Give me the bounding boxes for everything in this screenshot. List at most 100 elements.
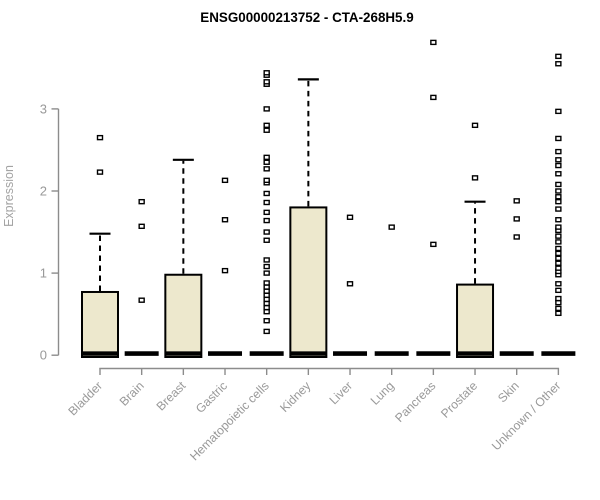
y-tick-label: 3 xyxy=(40,101,47,116)
outlier-point xyxy=(555,305,562,312)
outlier-point xyxy=(555,245,562,252)
median-line xyxy=(333,351,368,356)
x-tick-label-gastric: Gastric xyxy=(193,379,230,416)
outlier-point xyxy=(263,270,270,276)
outlier-point xyxy=(263,308,270,315)
iqr-box xyxy=(456,283,495,358)
x-tick-label-breast: Breast xyxy=(154,378,189,413)
outlier-point xyxy=(346,214,354,220)
outlier-point xyxy=(555,206,562,212)
median-line xyxy=(290,351,327,356)
x-tick-label-brain: Brain xyxy=(117,379,147,409)
iqr-box xyxy=(164,273,203,359)
outlier-point xyxy=(263,284,270,290)
outlier-point xyxy=(555,157,562,163)
outlier-point xyxy=(263,159,270,165)
outlier-point xyxy=(221,267,229,274)
outlier-point xyxy=(430,39,437,46)
x-tick-label-pancreas: Pancreas xyxy=(392,379,438,425)
box-group-prostate xyxy=(456,122,495,358)
outlier-point xyxy=(555,255,562,262)
outlier-point xyxy=(471,175,479,181)
outlier-point xyxy=(263,229,270,235)
outlier-point xyxy=(513,198,520,204)
outlier-point xyxy=(263,328,270,335)
outlier-point xyxy=(555,287,562,294)
outlier-point xyxy=(555,148,562,155)
box-group-pancreas xyxy=(416,39,451,356)
x-tick-label-lung: Lung xyxy=(368,379,397,408)
iqr-box xyxy=(289,206,328,358)
box-group-bladder xyxy=(81,134,119,358)
outlier-point xyxy=(388,224,395,230)
x-tick-label-prostate: Prostate xyxy=(438,379,480,421)
box-group-unknown-other xyxy=(541,53,576,356)
outlier-point xyxy=(263,166,270,172)
median-line xyxy=(416,351,451,356)
y-tick-label: 2 xyxy=(40,184,47,199)
outlier-point xyxy=(263,209,270,216)
outlier-point xyxy=(555,181,562,188)
y-axis-title: Expression xyxy=(2,165,16,227)
outlier-point xyxy=(430,94,437,101)
outlier-point xyxy=(555,194,562,200)
x-tick-label-skin: Skin xyxy=(495,379,522,406)
outlier-point xyxy=(555,250,562,257)
box-group-lung xyxy=(374,224,409,356)
median-line xyxy=(457,351,494,356)
outlier-point xyxy=(513,234,520,240)
x-tick-label-hematopoietic-cells: Hematopoietic cells xyxy=(187,379,272,464)
x-tick-label-bladder: Bladder xyxy=(66,379,106,419)
median-line xyxy=(82,351,118,356)
outlier-point xyxy=(555,171,562,177)
outlier-point xyxy=(263,237,270,243)
outlier-point xyxy=(555,224,562,230)
outlier-point xyxy=(263,190,270,197)
outlier-point xyxy=(263,79,270,85)
outlier-point xyxy=(96,169,104,175)
iqr-box xyxy=(81,290,119,358)
outlier-point xyxy=(555,260,562,266)
outlier-point xyxy=(263,304,270,311)
outlier-point xyxy=(138,223,145,230)
box-group-brain xyxy=(124,198,159,356)
box-group-liver xyxy=(333,214,368,356)
median-line xyxy=(374,351,409,356)
outlier-point xyxy=(555,188,562,194)
outlier-point xyxy=(471,122,479,129)
box-group-breast xyxy=(164,158,203,359)
y-axis: 0 1 2 3 Expression xyxy=(2,101,60,363)
outlier-point xyxy=(221,217,229,223)
outlier-point xyxy=(263,70,270,76)
outlier-point xyxy=(555,53,562,60)
outlier-point xyxy=(263,318,270,324)
outlier-point xyxy=(263,296,270,303)
outlier-point xyxy=(555,198,562,205)
outlier-point xyxy=(263,300,270,307)
box-group-gastric xyxy=(208,177,243,356)
chart-title: ENSG00000213752 - CTA-268H5.9 xyxy=(200,10,413,25)
outlier-point xyxy=(555,239,562,245)
outlier-point xyxy=(513,216,520,222)
median-line xyxy=(165,351,202,356)
outlier-point xyxy=(263,292,270,298)
outlier-point xyxy=(555,281,562,287)
median-line xyxy=(499,351,534,356)
outlier-point xyxy=(263,122,270,129)
outlier-point xyxy=(263,280,270,286)
outlier-point xyxy=(96,134,104,141)
box-group-kidney xyxy=(289,78,328,358)
y-tick-label: 1 xyxy=(40,266,47,281)
outlier-point xyxy=(555,61,562,67)
box-group-hematopoietic-cells xyxy=(249,70,284,356)
median-line xyxy=(541,351,576,356)
y-tick-label: 0 xyxy=(40,348,47,363)
outlier-point xyxy=(138,198,145,205)
outlier-point xyxy=(555,265,562,271)
x-tick-label-liver: Liver xyxy=(327,379,356,408)
outlier-point xyxy=(138,297,145,303)
outlier-point xyxy=(263,127,270,133)
outlier-point xyxy=(555,108,562,115)
